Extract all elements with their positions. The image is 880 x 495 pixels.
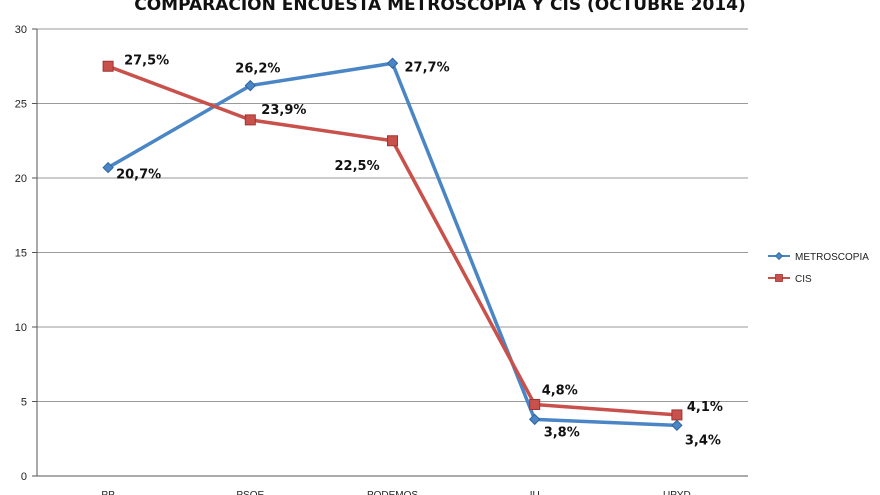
y-tick-label: 30 xyxy=(15,24,27,36)
x-tick-label: PODEMOS xyxy=(367,490,418,495)
data-label: 27,7% xyxy=(405,60,450,75)
x-tick-label: PP xyxy=(101,490,115,495)
data-point xyxy=(671,419,683,432)
legend: METROSCOPIA CIS xyxy=(768,251,869,285)
legend-label: METROSCOPIA xyxy=(795,252,869,263)
series-group xyxy=(102,57,683,432)
data-point xyxy=(529,398,541,410)
legend-label: CIS xyxy=(795,274,812,285)
data-label: 27,5% xyxy=(124,53,169,68)
y-tick-label: 0 xyxy=(21,471,27,483)
data-point xyxy=(244,79,257,92)
y-tick-label: 15 xyxy=(15,248,27,260)
data-label: 3,4% xyxy=(685,433,721,448)
data-point xyxy=(102,60,114,72)
data-point xyxy=(671,409,683,421)
data-label: 4,1% xyxy=(687,400,723,415)
y-tick-label: 10 xyxy=(15,322,27,334)
y-tick-label: 25 xyxy=(15,99,27,111)
data-point xyxy=(244,114,256,126)
data-point xyxy=(528,413,541,426)
x-tick-label: IU xyxy=(530,490,540,495)
data-label: 4,8% xyxy=(542,383,578,398)
chart-title: COMPARACION ENCUESTA METROSCOPIA Y CIS (… xyxy=(134,0,746,15)
data-point xyxy=(387,135,398,147)
y-axis-ticks: 0 5 10 15 20 25 30 xyxy=(15,24,37,483)
data-label: 20,7% xyxy=(116,168,161,183)
data-point xyxy=(386,57,399,69)
legend-marker xyxy=(774,251,784,261)
x-axis-ticks: PP PSOE PODEMOS IU UPYD xyxy=(101,490,690,495)
gridlines xyxy=(37,28,748,402)
x-tick-label: PSOE xyxy=(236,490,264,495)
data-labels: 20,7% 26,2% 27,7% 3,8% 3,4% 27,5% 23,9% 22,5% 4,… xyxy=(116,53,723,448)
data-label: 3,8% xyxy=(544,425,580,440)
y-tick-label: 5 xyxy=(21,397,27,409)
data-label: 23,9% xyxy=(261,103,306,118)
series-line-metroscopia xyxy=(107,61,677,428)
data-label: 22,5% xyxy=(335,159,380,174)
legend-marker xyxy=(775,274,783,282)
data-point xyxy=(102,161,114,174)
y-tick-label: 20 xyxy=(15,173,27,185)
x-tick-label: UPYD xyxy=(663,490,691,495)
data-label: 26,2% xyxy=(235,62,280,77)
